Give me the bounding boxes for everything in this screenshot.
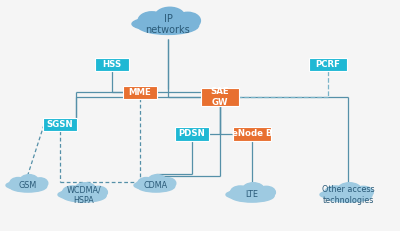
Text: eNode B: eNode B <box>232 130 272 138</box>
Ellipse shape <box>325 186 346 199</box>
FancyBboxPatch shape <box>233 127 271 141</box>
FancyBboxPatch shape <box>175 127 209 141</box>
Ellipse shape <box>354 186 373 198</box>
Text: PCRF: PCRF <box>316 60 340 69</box>
Ellipse shape <box>74 183 96 197</box>
FancyBboxPatch shape <box>201 88 239 106</box>
Ellipse shape <box>9 181 47 192</box>
Ellipse shape <box>137 181 175 192</box>
Ellipse shape <box>58 189 105 200</box>
Text: SAE
GW: SAE GW <box>211 87 229 107</box>
FancyBboxPatch shape <box>309 58 347 71</box>
Ellipse shape <box>62 189 106 202</box>
Ellipse shape <box>338 183 361 197</box>
Ellipse shape <box>89 186 107 198</box>
Ellipse shape <box>242 183 264 197</box>
FancyBboxPatch shape <box>95 58 129 71</box>
Text: SGSN: SGSN <box>47 120 73 129</box>
Text: HSS: HSS <box>102 60 122 69</box>
Ellipse shape <box>62 186 82 199</box>
Ellipse shape <box>6 181 46 190</box>
Text: WCDMA/
HSPA: WCDMA/ HSPA <box>67 185 101 205</box>
Text: PDSN: PDSN <box>179 130 205 138</box>
Ellipse shape <box>160 178 176 189</box>
Ellipse shape <box>320 189 370 200</box>
Ellipse shape <box>155 7 185 27</box>
Text: LTE: LTE <box>246 191 258 199</box>
Ellipse shape <box>175 12 200 29</box>
Ellipse shape <box>134 181 174 190</box>
Ellipse shape <box>226 189 273 200</box>
Text: Other access
technologies: Other access technologies <box>322 185 374 205</box>
Ellipse shape <box>324 189 372 202</box>
Ellipse shape <box>132 17 197 31</box>
FancyBboxPatch shape <box>123 86 157 99</box>
Text: MME: MME <box>129 88 151 97</box>
Ellipse shape <box>32 178 48 189</box>
Text: IP
networks: IP networks <box>146 14 190 35</box>
FancyBboxPatch shape <box>43 118 77 131</box>
Ellipse shape <box>257 186 276 198</box>
Ellipse shape <box>138 12 166 30</box>
Ellipse shape <box>230 186 250 199</box>
Ellipse shape <box>148 175 166 187</box>
Text: GSM: GSM <box>19 181 37 190</box>
Ellipse shape <box>138 177 154 189</box>
Text: CDMA: CDMA <box>144 181 168 190</box>
Ellipse shape <box>138 17 199 34</box>
Ellipse shape <box>230 189 274 202</box>
Ellipse shape <box>10 177 26 189</box>
Ellipse shape <box>20 175 38 187</box>
